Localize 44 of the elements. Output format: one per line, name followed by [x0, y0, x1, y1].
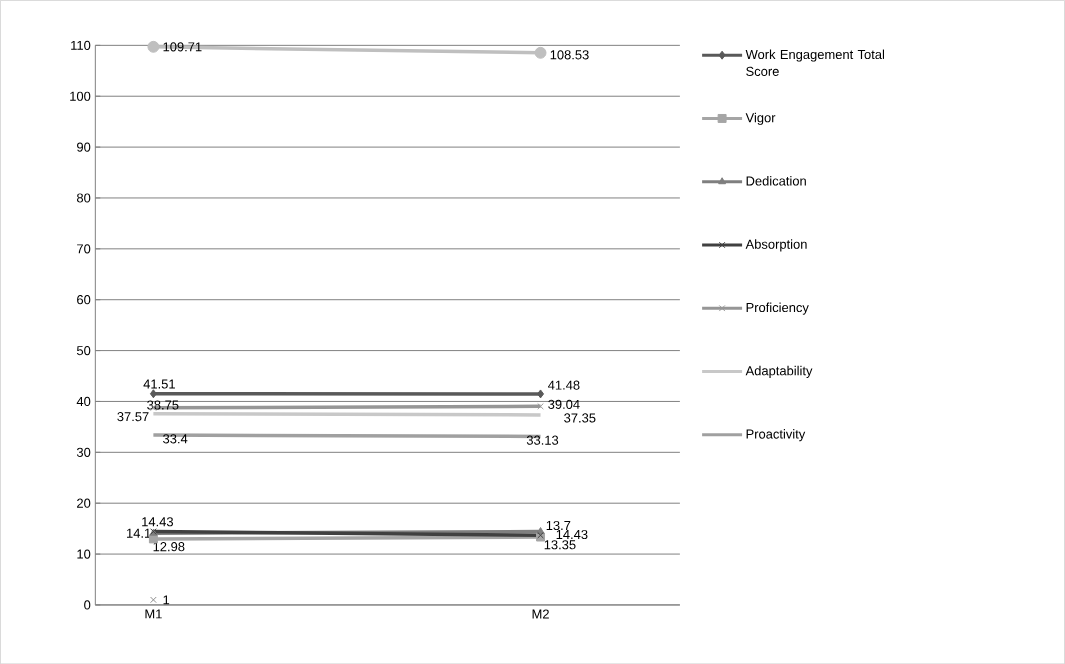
- legend-label: Dedication: [746, 175, 806, 186]
- data-label: 39.04: [548, 399, 580, 409]
- data-label: 37.35: [564, 413, 596, 423]
- y-tick-label: 60: [77, 294, 91, 305]
- point: [147, 40, 160, 53]
- y-tick-label: 30: [76, 447, 91, 457]
- data-label: 37.57: [117, 411, 149, 422]
- x-tick-label: M2: [532, 609, 549, 619]
- y-tick-label: 100: [70, 91, 91, 101]
- data-label: 14.43: [142, 517, 174, 527]
- legend-label: Absorption: [745, 239, 807, 252]
- data-label: 33.4: [163, 434, 188, 444]
- legend-label: Vigor: [745, 112, 776, 125]
- data-label: 41.51: [143, 379, 175, 389]
- data-label: 1: [163, 595, 170, 605]
- legend-label: Work Engagement Total Score: [745, 49, 885, 76]
- y-tick-label: 70: [77, 244, 91, 254]
- y-tick-label: 50: [76, 345, 91, 356]
- point: [537, 402, 544, 410]
- y-tick-label: 10: [77, 549, 91, 559]
- y-tick-label: 90: [77, 142, 91, 152]
- legend-label: Proficiency: [746, 302, 809, 315]
- y-tick-label: 40: [76, 396, 91, 406]
- x-tick-label: M1: [145, 609, 162, 619]
- point: [537, 389, 545, 399]
- data-label: 12.98: [153, 541, 185, 552]
- legend-label: Proactivity: [746, 428, 806, 442]
- data-label: 108.53: [550, 50, 589, 60]
- data-label: 41.48: [548, 380, 580, 390]
- data-label: 14.1: [127, 528, 151, 538]
- data-label: 33.13: [526, 435, 559, 445]
- data-label: 14.43: [556, 529, 588, 539]
- y-tick-label: 0: [84, 600, 91, 610]
- data-label: 109.71: [163, 42, 202, 52]
- data-label: 13.7: [546, 520, 571, 530]
- point: [149, 389, 157, 399]
- y-tick-label: 110: [71, 40, 91, 50]
- y-tick-label: 20: [77, 498, 91, 508]
- data-label: 38.75: [147, 400, 179, 410]
- data-label: 13.35: [544, 540, 576, 550]
- point: [534, 46, 547, 59]
- y-tick-label: 80: [76, 193, 91, 203]
- legend-label: Adaptability: [745, 365, 813, 378]
- point: [150, 596, 157, 604]
